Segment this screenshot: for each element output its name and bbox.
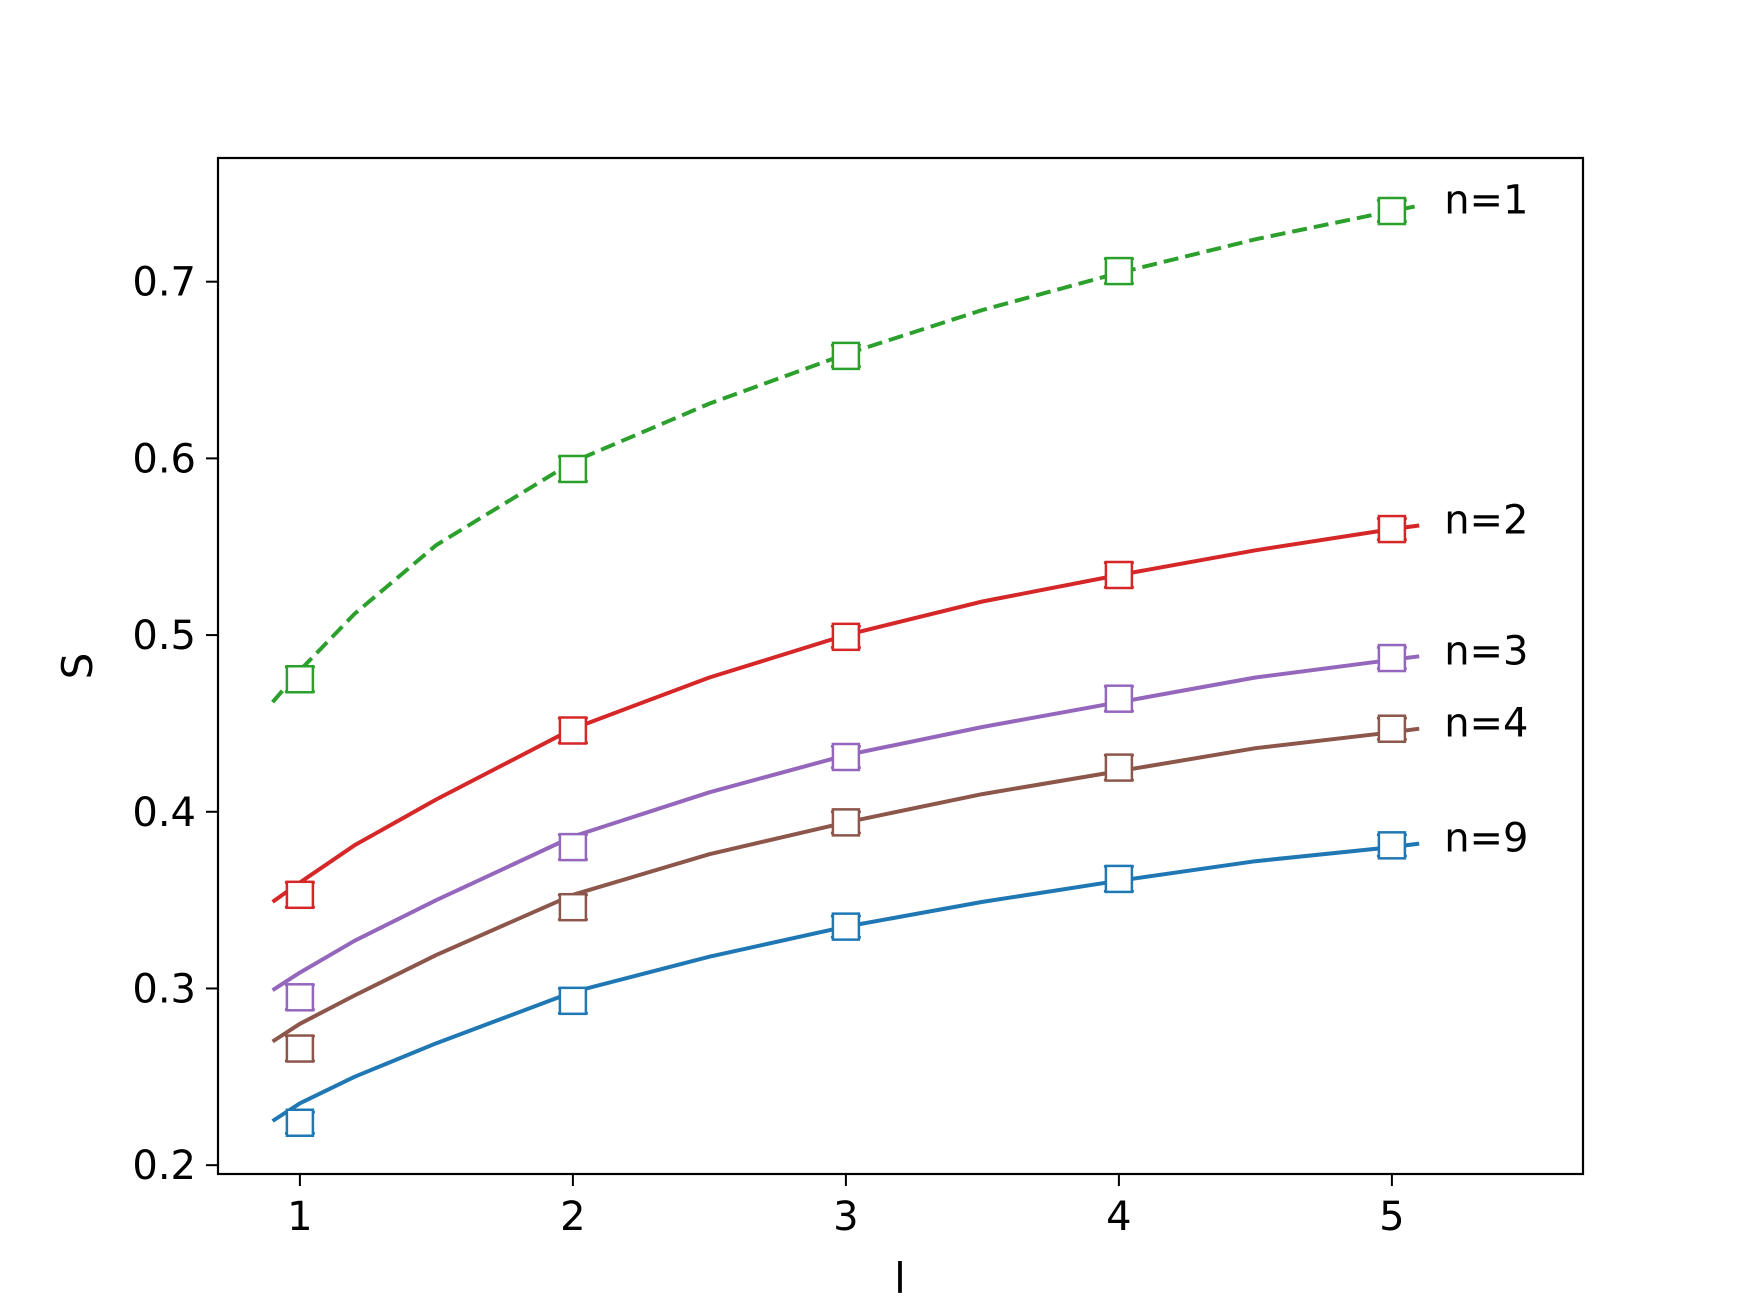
data-point: [285, 665, 315, 694]
y-tick-label: 0.5: [132, 613, 196, 659]
x-tick-label: 5: [1379, 1194, 1404, 1240]
data-point: [285, 1034, 315, 1063]
data-point: [1104, 864, 1134, 894]
series-label: n=9: [1444, 816, 1528, 862]
y-tick-label: 0.2: [132, 1143, 196, 1189]
x-tick-label: 1: [287, 1194, 312, 1240]
series-n=3: n=3: [271, 628, 1529, 1012]
axes: 1 2 3 4 5 0.2 0.3 0.4 0.5 0.6 0.7: [132, 260, 1404, 1240]
fit-line: [271, 841, 1420, 1123]
data-point: [1377, 643, 1407, 673]
data-point: [558, 716, 588, 745]
data-point: [1104, 560, 1134, 590]
data-point: [831, 341, 861, 371]
data-point: [1104, 256, 1134, 286]
series-label: n=4: [1444, 701, 1528, 747]
x-axis-label: l: [894, 1254, 906, 1303]
data-point: [831, 808, 861, 837]
x-tick-label: 3: [833, 1194, 858, 1240]
fit-line: [271, 726, 1420, 1044]
data-point: [285, 880, 315, 910]
y-tick-label: 0.4: [132, 790, 196, 836]
fit-line: [271, 203, 1420, 704]
x-tick-label: 2: [560, 1194, 585, 1240]
series-n=1: n=1: [271, 178, 1529, 704]
data-point: [831, 912, 861, 941]
y-tick-label: 0.6: [132, 436, 196, 482]
fit-line: [271, 654, 1420, 992]
data-point: [1104, 684, 1134, 713]
series-label: n=2: [1444, 498, 1528, 544]
data-point: [831, 622, 861, 652]
data-point: [831, 742, 861, 772]
data-point: [1377, 714, 1407, 743]
data-point: [558, 892, 588, 922]
series-n=2: n=2: [271, 498, 1529, 910]
x-tick-label: 4: [1106, 1194, 1131, 1240]
data-point: [1377, 831, 1407, 860]
series-label: n=1: [1444, 178, 1528, 224]
plot-area: n=1 n=2 n=3 n=4 n=9: [271, 178, 1529, 1138]
data-point: [285, 983, 315, 1012]
fit-line: [271, 523, 1420, 904]
data-point: [1377, 196, 1407, 226]
data-point: [1377, 514, 1407, 544]
series-n=4: n=4: [271, 701, 1529, 1063]
data-point: [1104, 753, 1134, 782]
series-label: n=3: [1444, 628, 1528, 674]
y-tick-label: 0.7: [132, 260, 196, 306]
y-tick-label: 0.3: [132, 966, 196, 1012]
data-point: [558, 986, 588, 1016]
data-point: [285, 1108, 315, 1138]
y-axis-label: S: [53, 653, 102, 680]
series-n=9: n=9: [271, 816, 1529, 1138]
plot-frame: [216, 156, 1585, 1176]
data-point: [558, 832, 588, 862]
data-point: [558, 454, 588, 484]
